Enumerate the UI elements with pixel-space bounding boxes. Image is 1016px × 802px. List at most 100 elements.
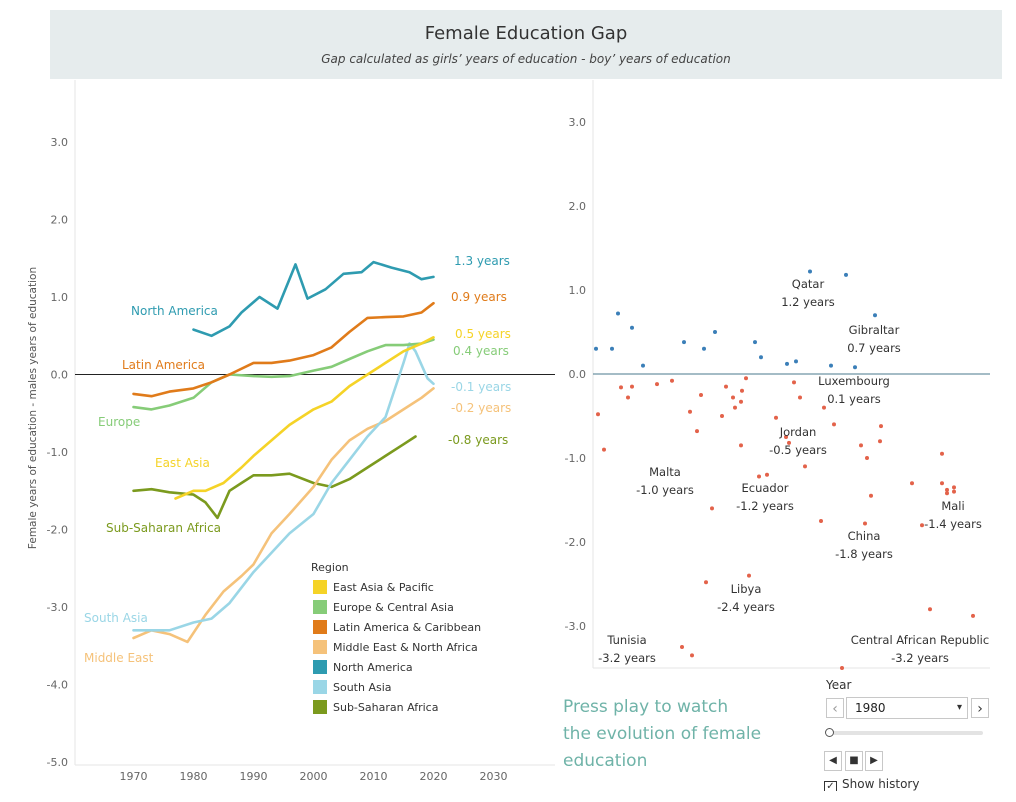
next-year-button[interactable]: › [971, 698, 989, 718]
left-x-tick-label: 2020 [420, 770, 448, 783]
scatter-point [787, 440, 791, 445]
series-line-sub-saharan-africa [132, 435, 417, 520]
annotation-value: 0.1 years [827, 392, 881, 406]
scatter-point [784, 435, 788, 439]
scatter-point [879, 424, 883, 429]
scatter-point [863, 521, 867, 526]
year-dropdown[interactable]: 1980 ▾ [846, 697, 968, 719]
left-y-tick-label: -1.0 [47, 446, 68, 459]
scatter-point [724, 384, 728, 389]
left-x-tick-label: 2000 [300, 770, 328, 783]
scatter-point [733, 405, 737, 410]
scatter-point [619, 385, 623, 390]
stop-button[interactable]: ■ [845, 751, 863, 771]
legend-entry: Middle East & North Africa [333, 641, 478, 654]
scatter-point [952, 485, 956, 490]
left-x-tick-label: 1970 [120, 770, 148, 783]
scatter-point [952, 489, 956, 494]
series-end-value: 1.3 years [454, 254, 510, 268]
legend-swatch [313, 600, 327, 614]
legend-swatch [313, 700, 327, 714]
series-end-value: 0.5 years [455, 327, 511, 341]
year-slider-track[interactable] [830, 731, 983, 735]
annotation-value: -1.0 years [636, 483, 694, 497]
scatter-point [928, 607, 932, 612]
series-end-value: -0.1 years [451, 380, 511, 394]
scatter-point [920, 523, 924, 528]
scatter-point [713, 330, 717, 334]
scatter-point [792, 380, 796, 385]
right-y-tick-label: 2.0 [569, 200, 587, 213]
scatter-point [910, 481, 914, 486]
scatter-point [829, 363, 833, 368]
annotation-value: -1.4 years [924, 517, 982, 531]
scatter-point [753, 340, 757, 345]
series-end-value: -0.8 years [448, 433, 508, 447]
legend-title: Region [311, 561, 349, 574]
chevron-left-icon: ‹ [832, 701, 838, 717]
left-y-tick-label: -2.0 [47, 524, 68, 537]
stop-icon: ■ [849, 755, 859, 766]
step-back-button[interactable]: ◀ [824, 751, 842, 771]
play-prompt-line-3: education [563, 751, 648, 771]
scatter-point [840, 666, 844, 670]
scatter-point [853, 365, 857, 370]
annotation-country: Qatar [792, 277, 825, 291]
right-y-tick-label: -1.0 [565, 452, 586, 465]
series-line-middle-east-north-africa [132, 387, 435, 644]
scatter-point [641, 363, 645, 368]
legend-entry: Latin America & Caribbean [333, 621, 481, 634]
scatter-point [940, 451, 944, 456]
legend-entry: Europe & Central Asia [333, 601, 454, 614]
series-end-value: 0.9 years [451, 290, 507, 304]
left-x-tick-label: 1980 [180, 770, 208, 783]
scatter-point [971, 613, 975, 618]
show-history-toggle[interactable]: ✓ Show history [824, 777, 919, 791]
scatter-point [680, 645, 684, 649]
annotation-value: -1.2 years [736, 499, 794, 513]
scatter-point [865, 456, 869, 460]
previous-year-button[interactable]: ‹ [826, 698, 844, 718]
left-y-tick-label: 0.0 [51, 369, 69, 382]
show-history-label: Show history [842, 777, 920, 791]
series-label: East Asia [155, 456, 210, 470]
scatter-point [739, 443, 743, 448]
scatter-point [670, 378, 674, 383]
scatter-point [869, 493, 873, 498]
annotation-country: Libya [731, 582, 762, 596]
right-y-tick-label: -2.0 [565, 536, 586, 549]
annotation-value: -3.2 years [891, 651, 949, 665]
annotation-country: Mali [941, 499, 964, 513]
scatter-point [739, 399, 743, 404]
play-button[interactable]: ▶ [865, 751, 883, 771]
series-label: North America [131, 304, 218, 318]
right-y-tick-label: 3.0 [569, 116, 587, 129]
scatter-point [878, 439, 882, 444]
scatter-point [819, 519, 823, 523]
legend-swatch [313, 580, 327, 594]
right-y-tick-label: 1.0 [569, 284, 587, 297]
annotation-country: Gibraltar [849, 323, 900, 337]
dashboard-title: Female Education Gap [424, 23, 628, 44]
annotation-value: -1.8 years [835, 547, 893, 561]
scatter-point [630, 384, 634, 389]
play-icon: ▶ [870, 755, 878, 766]
scatter-point [798, 395, 802, 400]
series-label: Europe [98, 415, 140, 429]
scatter-point [785, 361, 789, 366]
play-prompt-line-1: Press play to watch [563, 697, 729, 717]
scatter-point [710, 506, 714, 511]
legend-swatch [313, 640, 327, 654]
year-slider-handle[interactable] [825, 728, 834, 737]
scatter-point [945, 487, 949, 492]
scatter-point [610, 346, 614, 351]
scatter-point [832, 422, 836, 427]
chevron-right-icon: › [977, 701, 983, 717]
scatter-point [744, 376, 748, 381]
annotation-country: Jordan [779, 425, 817, 439]
scatter-point [602, 447, 606, 452]
left-y-axis-title: Female years of education - males years … [27, 267, 39, 549]
annotation-value: -0.5 years [769, 443, 827, 457]
left-x-tick-label: 2010 [360, 770, 388, 783]
